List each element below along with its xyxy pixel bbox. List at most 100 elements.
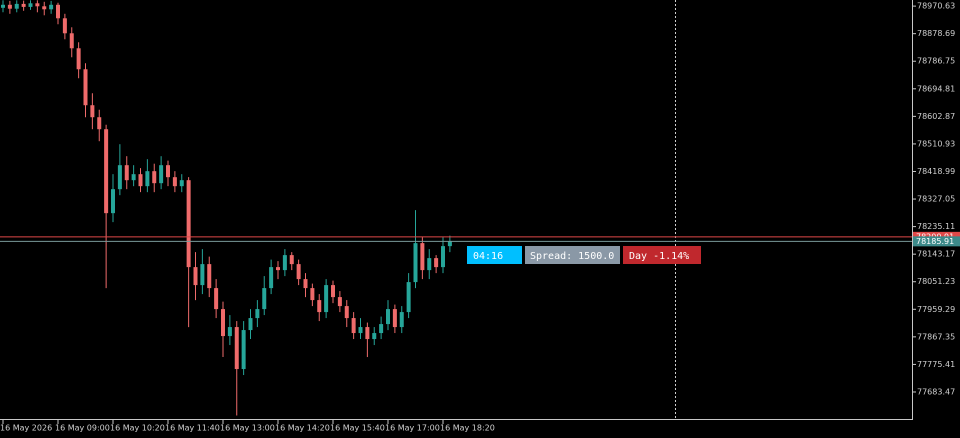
y-tick-label: 78510.93 <box>917 139 955 148</box>
candle-body <box>131 174 136 181</box>
x-tick-label: 16 May 10:20 <box>110 424 165 433</box>
candle-body <box>111 189 115 214</box>
candle-body <box>7 4 12 9</box>
y-tick-label: 78602.87 <box>917 112 955 121</box>
candle-body <box>159 165 164 184</box>
spread: Spread: 1500.0 <box>530 251 614 262</box>
timer-box <box>467 246 522 264</box>
candle-body <box>83 69 88 106</box>
y-tick-label: 78143.17 <box>917 250 955 259</box>
candle-body <box>310 288 315 301</box>
candle-body <box>90 105 95 118</box>
candle-body <box>234 327 239 370</box>
bid-label: 78185.91 <box>916 237 954 246</box>
candle-body <box>441 246 445 268</box>
candle-body <box>399 312 404 328</box>
candle-body <box>255 309 260 319</box>
candle-body <box>379 324 384 334</box>
y-tick-label: 78878.69 <box>917 29 955 38</box>
candle-body <box>166 165 170 178</box>
candle-body <box>186 180 191 268</box>
candle-body <box>331 285 335 298</box>
candle-body <box>392 309 397 328</box>
y-tick-label: 77867.35 <box>917 332 955 341</box>
candle-body <box>124 165 129 181</box>
day-change: Day -1.14% <box>629 251 689 262</box>
candle-body <box>14 3 19 9</box>
candle-body <box>207 264 212 289</box>
y-tick-label: 78970.63 <box>917 2 955 11</box>
candle-body <box>344 306 349 319</box>
candle-body <box>227 327 232 337</box>
x-tick-label: 16 May 17:00 <box>385 424 440 433</box>
candle-body <box>1 4 5 8</box>
candle-body <box>28 3 33 7</box>
spread-box <box>525 246 620 264</box>
x-tick-label: 16 May 09:00 <box>55 424 110 433</box>
y-tick-label: 78051.23 <box>917 277 955 286</box>
candle-body <box>49 4 54 10</box>
candle-body <box>193 267 198 286</box>
y-tick-label: 77959.29 <box>917 305 955 314</box>
candle-body <box>337 297 342 307</box>
candle-body <box>276 267 280 271</box>
candle-body <box>145 171 150 187</box>
candle-body <box>372 333 377 340</box>
candle-body <box>351 318 356 334</box>
candle-body <box>358 327 363 334</box>
candle-body <box>214 288 219 310</box>
candle-body <box>365 327 370 340</box>
candle-body <box>413 243 418 283</box>
candle-body <box>269 267 274 289</box>
y-tick-label: 77683.47 <box>917 387 955 396</box>
candle-body <box>221 309 225 337</box>
day-change-box <box>623 246 701 264</box>
candle-body <box>289 255 294 265</box>
x-tick-label: 16 May 15:40 <box>330 424 385 433</box>
candle-body <box>172 177 177 187</box>
timer: 04:16 <box>473 251 503 262</box>
bid-label-box <box>913 236 960 247</box>
candle-body <box>386 309 390 325</box>
candle-body <box>138 174 143 187</box>
x-tick-label: 16 May 14:20 <box>275 424 330 433</box>
candle-body <box>104 129 109 214</box>
x-tick-label: 16 May 13:00 <box>220 424 275 433</box>
y-tick-label: 78418.99 <box>917 167 955 176</box>
candle-body <box>62 18 67 34</box>
y-tick-label: 78327.05 <box>917 195 955 204</box>
candle-body <box>152 171 157 184</box>
y-tick-label: 77775.41 <box>917 360 955 369</box>
x-tick-label: 16 May 18:20 <box>440 424 495 433</box>
candle-body <box>56 4 60 19</box>
candle-body <box>21 3 26 7</box>
candle-body <box>303 279 308 289</box>
y-tick-label: 78235.11 <box>917 222 955 231</box>
candle-body <box>420 243 425 271</box>
candle-body <box>434 258 439 268</box>
candle-body <box>282 255 287 271</box>
x-tick-label: 16 May 11:40 <box>165 424 220 433</box>
info-panel: 04:16 Spread: 1500.0 Day -1.14% <box>467 246 701 264</box>
x-tick-label: 16 May 2026 <box>0 424 52 433</box>
y-tick-label: 78694.81 <box>917 84 955 93</box>
candle-body <box>262 288 267 310</box>
candle-body <box>241 330 246 370</box>
candle-body <box>406 282 411 313</box>
candle-body <box>179 180 184 187</box>
candle-body <box>296 264 301 280</box>
candle-body <box>248 318 253 331</box>
candle-body <box>317 300 322 313</box>
candle-body <box>35 3 40 7</box>
candle-body <box>69 33 74 49</box>
candle-body <box>427 258 432 271</box>
candle-body <box>200 264 205 286</box>
candle-body <box>97 117 102 130</box>
candle-body <box>447 241 452 247</box>
candle-body <box>42 6 47 10</box>
candle-body <box>117 165 122 190</box>
y-tick-label: 78786.75 <box>917 57 955 66</box>
candle-body <box>324 285 329 313</box>
candle-body <box>76 48 81 70</box>
